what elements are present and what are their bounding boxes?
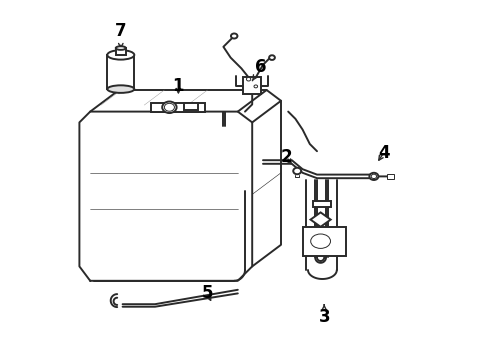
Text: 4: 4 [378, 144, 390, 162]
Ellipse shape [231, 33, 238, 39]
Text: 1: 1 [172, 77, 184, 95]
Ellipse shape [162, 102, 176, 113]
Text: 3: 3 [318, 305, 330, 326]
Bar [116, 48, 126, 54]
Ellipse shape [107, 85, 134, 93]
Bar [243, 77, 261, 94]
Ellipse shape [371, 174, 377, 179]
Bar [303, 227, 346, 256]
Ellipse shape [311, 234, 330, 248]
Text: 7: 7 [115, 22, 126, 48]
Ellipse shape [254, 85, 258, 88]
Bar [387, 174, 393, 179]
Ellipse shape [116, 46, 126, 50]
Ellipse shape [369, 173, 378, 180]
Bar [314, 201, 331, 207]
Text: 5: 5 [201, 284, 213, 302]
Bar [184, 103, 198, 110]
Text: 6: 6 [252, 58, 267, 81]
Ellipse shape [164, 103, 174, 111]
Bar [151, 103, 205, 112]
Ellipse shape [293, 168, 301, 174]
Ellipse shape [107, 50, 134, 60]
Ellipse shape [269, 55, 275, 60]
Ellipse shape [246, 77, 251, 81]
Bar [107, 55, 134, 89]
Text: 2: 2 [281, 148, 292, 166]
Polygon shape [311, 212, 331, 227]
